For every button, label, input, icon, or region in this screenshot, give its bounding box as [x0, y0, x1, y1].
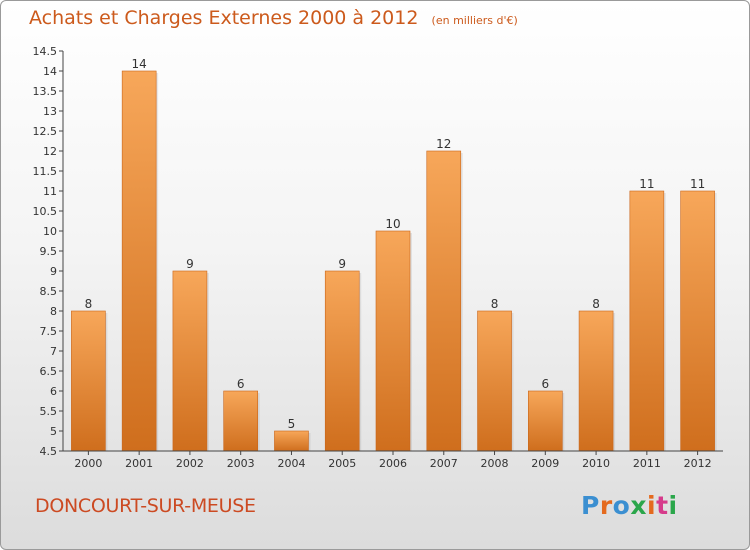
- data-label: 5: [288, 417, 296, 431]
- data-label: 9: [338, 257, 346, 271]
- y-tick-label: 5.5: [40, 405, 58, 418]
- x-axis: 2000 2001 2002 2003 2004 2005 2006 2007 2008 2009…: [63, 450, 723, 470]
- data-label: 10: [385, 217, 400, 231]
- x-tick-label: 2011: [633, 457, 661, 470]
- data-label: 8: [85, 297, 93, 311]
- x-tick-label: 2007: [430, 457, 458, 470]
- x-tick-label: 2005: [328, 457, 356, 470]
- data-label: 11: [690, 177, 705, 191]
- chart-title: Achats et Charges Externes 2000 à 2012: [29, 7, 419, 29]
- bar-2001[interactable]: [121, 70, 157, 452]
- y-tick-label: 12: [43, 145, 57, 158]
- x-tick-label: 2009: [531, 457, 559, 470]
- chart-subtitle: (en milliers d'€): [431, 14, 518, 27]
- y-tick-label: 13.5: [33, 85, 58, 98]
- bar-2007[interactable]: [426, 150, 462, 452]
- data-label: 11: [639, 177, 654, 191]
- data-label: 6: [237, 377, 245, 391]
- y-tick-label: 10: [43, 225, 57, 238]
- logo-letter: i: [668, 491, 678, 520]
- data-label: 14: [132, 57, 147, 71]
- x-tick-label: 2000: [74, 457, 102, 470]
- x-tick-label: 2002: [176, 457, 204, 470]
- y-tick-label: 12.5: [33, 125, 58, 138]
- data-label: 9: [186, 257, 194, 271]
- x-tick-label: 2010: [582, 457, 610, 470]
- bar-2006[interactable]: [375, 230, 411, 452]
- bar-2005[interactable]: [324, 270, 360, 452]
- y-tick-label: 5: [50, 425, 57, 438]
- x-tick-label: 2012: [684, 457, 712, 470]
- y-tick-label: 9: [50, 265, 57, 278]
- x-tick-label: 2003: [227, 457, 255, 470]
- proxiti-logo[interactable]: Proxiti: [581, 491, 678, 520]
- bar-2002[interactable]: [172, 270, 208, 452]
- y-axis: 4.5 5 5.5 6 6.5 7 7.5 8 8.5 9 9.5 10 10.5 11 11.5 12 12.…: [33, 45, 64, 458]
- data-label: 12: [436, 137, 451, 151]
- bars: 8 14 9 6 5 9 10 12 8 6 8 11 11: [71, 57, 717, 452]
- logo-letter: x: [630, 491, 647, 520]
- y-tick-label: 4.5: [40, 445, 58, 458]
- bar-2003[interactable]: [223, 390, 258, 452]
- x-tick-label: 2006: [379, 457, 407, 470]
- data-label: 8: [491, 297, 499, 311]
- logo-letter: o: [612, 491, 631, 520]
- y-tick-label: 8.5: [40, 285, 58, 298]
- logo-letter: r: [599, 491, 613, 520]
- x-tick-label: 2004: [277, 457, 305, 470]
- title-row: Achats et Charges Externes 2000 à 2012 (…: [29, 7, 518, 29]
- x-tick-label: 2001: [125, 457, 153, 470]
- y-tick-label: 6: [50, 385, 57, 398]
- bar-2000[interactable]: [71, 310, 106, 452]
- logo-letter: P: [581, 491, 600, 520]
- bar-2012[interactable]: [680, 190, 715, 452]
- data-label: 8: [592, 297, 600, 311]
- location-name: DONCOURT-SUR-MEUSE: [35, 495, 256, 517]
- y-tick-label: 7: [50, 345, 57, 358]
- y-tick-label: 14: [43, 65, 57, 78]
- y-tick-label: 11.5: [33, 165, 58, 178]
- y-tick-label: 8: [50, 305, 57, 318]
- y-tick-label: 10.5: [33, 205, 58, 218]
- y-tick-label: 11: [43, 185, 57, 198]
- x-tick-label: 2008: [481, 457, 509, 470]
- y-tick-label: 6.5: [40, 365, 58, 378]
- bar-2011[interactable]: [629, 190, 665, 452]
- y-tick-label: 7.5: [40, 325, 58, 338]
- data-label: 6: [541, 377, 549, 391]
- bar-2010[interactable]: [578, 310, 614, 452]
- y-tick-label: 9.5: [40, 245, 58, 258]
- y-tick-label: 13: [43, 105, 57, 118]
- bar-2009[interactable]: [528, 390, 563, 452]
- bar-2008[interactable]: [477, 310, 512, 452]
- logo-letter: i: [647, 491, 657, 520]
- bar-2004[interactable]: [274, 430, 309, 452]
- logo-letter: t: [656, 491, 669, 520]
- y-tick-label: 14.5: [33, 45, 58, 58]
